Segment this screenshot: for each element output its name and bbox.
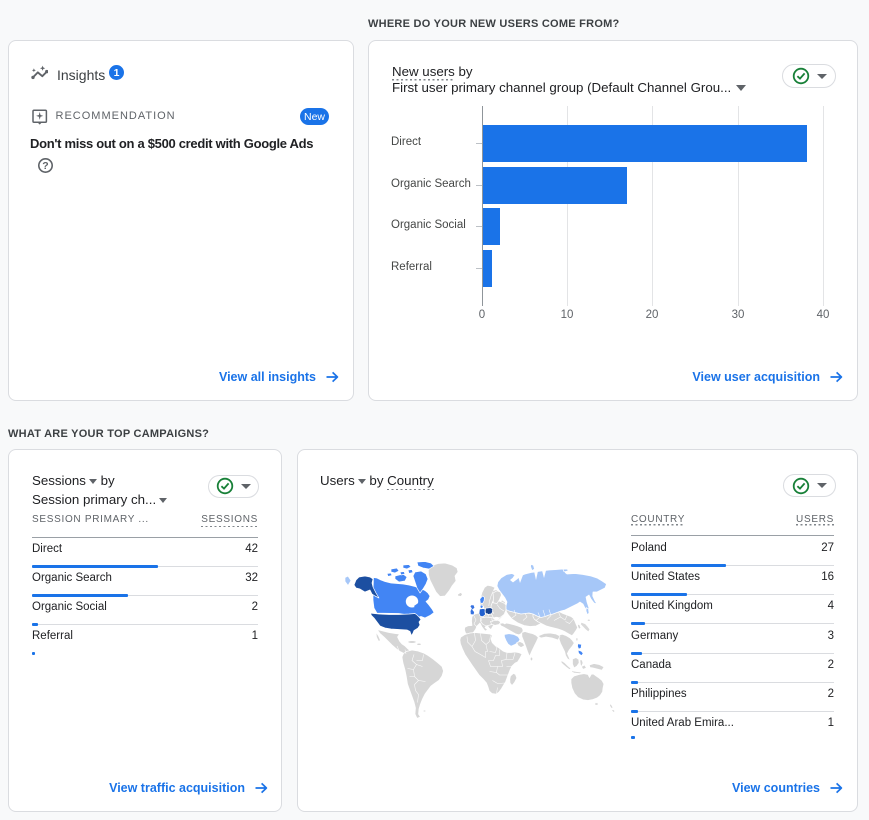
svg-text:?: ? (42, 160, 48, 172)
